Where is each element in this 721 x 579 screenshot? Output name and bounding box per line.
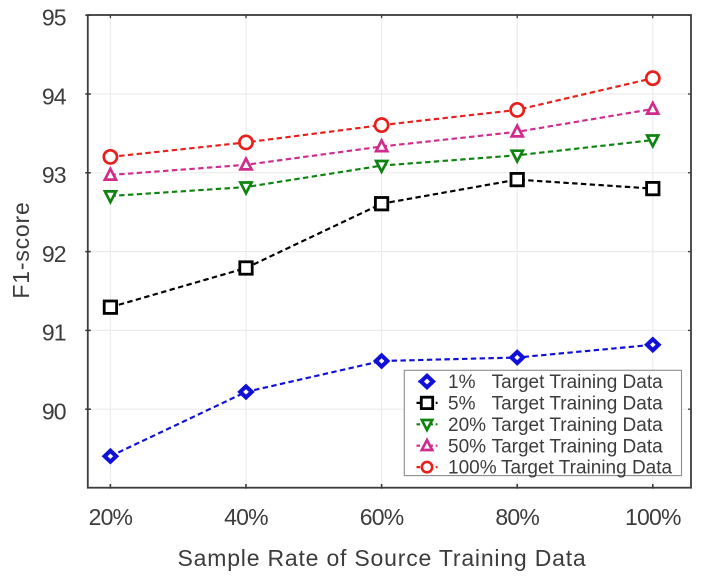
svg-text:Target Training Data: Target Training Data xyxy=(492,394,664,415)
svg-text:Target Training Data: Target Training Data xyxy=(492,436,664,457)
svg-text:20%: 20% xyxy=(89,504,133,530)
svg-text:40%: 40% xyxy=(224,504,268,530)
svg-text:20%: 20% xyxy=(448,415,486,436)
svg-text:100%: 100% xyxy=(448,458,497,479)
svg-text:92: 92 xyxy=(42,241,66,267)
svg-text:80%: 80% xyxy=(495,504,539,530)
svg-text:5%: 5% xyxy=(448,394,476,415)
svg-text:94: 94 xyxy=(42,83,67,109)
svg-text:Sample Rate of Source Training: Sample Rate of Source Training Data xyxy=(178,545,587,571)
svg-text:50%: 50% xyxy=(448,436,486,457)
svg-text:95: 95 xyxy=(42,5,66,31)
svg-text:Target Training Data: Target Training Data xyxy=(492,415,664,436)
svg-text:91: 91 xyxy=(42,320,66,346)
svg-text:Target Training Data: Target Training Data xyxy=(501,458,673,479)
svg-text:F1-score: F1-score xyxy=(8,201,34,298)
svg-text:1%: 1% xyxy=(448,372,476,393)
svg-text:60%: 60% xyxy=(360,504,404,530)
svg-text:90: 90 xyxy=(42,399,66,425)
svg-text:93: 93 xyxy=(42,162,66,188)
svg-text:Target Training Data: Target Training Data xyxy=(492,372,664,393)
svg-text:100%: 100% xyxy=(625,504,681,530)
